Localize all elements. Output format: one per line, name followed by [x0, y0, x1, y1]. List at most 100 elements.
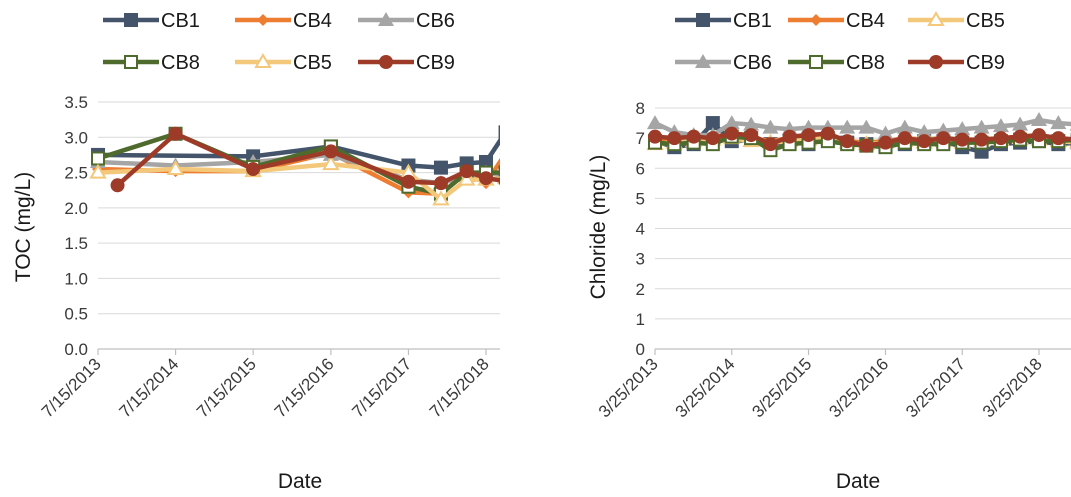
legend-item-cb9: CB9 [908, 52, 1005, 74]
legend-label: CB8 [846, 52, 885, 74]
data-point [686, 129, 701, 144]
data-point [936, 131, 951, 146]
legend-label: CB8 [161, 52, 200, 74]
legend-marker [695, 54, 711, 68]
data-point [498, 165, 500, 180]
legend-marker [124, 13, 138, 27]
x-tick-label: 7/15/2015 [193, 354, 260, 421]
data-point [322, 155, 340, 171]
data-point [648, 129, 662, 144]
legend-item-cb1: CB1 [103, 10, 200, 32]
data-point [1012, 116, 1029, 131]
data-point [705, 131, 720, 146]
series-group [646, 112, 1071, 159]
data-point [724, 126, 739, 141]
series-cb6 [647, 112, 1071, 142]
legend-label: CB1 [733, 10, 772, 32]
data-point [647, 115, 663, 130]
chart-toc: 0.00.51.01.52.02.53.03.57/15/2013 7/15/20… [12, 10, 500, 493]
legend-item-cb6: CB6 [358, 10, 455, 32]
data-point [954, 121, 971, 136]
data-point [917, 134, 932, 149]
y-tick-label: 1 [636, 310, 645, 329]
x-tick-label: 3/25/2016 [825, 354, 892, 421]
data-point [323, 144, 338, 159]
data-point [744, 128, 759, 143]
data-point [1032, 128, 1046, 143]
legend-marker [927, 11, 945, 26]
y-tick-label: 0.5 [64, 305, 88, 324]
data-point [859, 138, 874, 153]
data-point [168, 126, 183, 141]
x-tick-label: 7/15/2017 [348, 354, 415, 421]
legend-label: CB5 [293, 52, 332, 74]
data-point [705, 116, 720, 131]
x-tick-label: 7/15/2018 [426, 354, 493, 421]
data-point [433, 176, 448, 191]
x-tick-label: 3/25/2014 [672, 354, 739, 421]
legend-label: CB4 [293, 10, 332, 32]
legend-marker [379, 55, 393, 69]
legend-marker [809, 55, 823, 69]
y-tick-label: 5 [636, 189, 645, 208]
legend-item-cb9: CB9 [358, 52, 455, 74]
legend-label: CB5 [966, 10, 1005, 32]
y-tick-label: 4 [636, 220, 645, 239]
series-group [89, 125, 500, 206]
x-tick-label: 7/15/2016 [271, 354, 338, 421]
data-point [401, 174, 416, 189]
data-point [1050, 115, 1067, 130]
legend-marker [378, 12, 394, 26]
data-point [723, 115, 740, 130]
data-point [457, 170, 476, 186]
y-tick-label: 3 [636, 250, 645, 269]
y-tick-label: 2.5 [64, 164, 88, 183]
y-tick-label: 1.0 [64, 269, 88, 288]
data-point [763, 137, 778, 152]
data-point [89, 163, 107, 179]
data-point [801, 128, 816, 143]
data-point [992, 118, 1009, 133]
data-point [993, 131, 1008, 146]
x-tick-label: 3/25/2017 [902, 354, 969, 421]
legend-marker [257, 14, 269, 26]
legend-item-cb6: CB6 [675, 52, 772, 74]
data-point [743, 116, 760, 131]
x-tick-label: 3/25/2013 [595, 354, 662, 421]
data-point [973, 119, 990, 134]
data-point [498, 125, 500, 140]
y-axis-title: TOC (mg/L) [12, 172, 35, 282]
data-point [974, 132, 989, 147]
legend-label: CB9 [966, 52, 1005, 74]
data-point [916, 124, 933, 139]
data-point [479, 171, 493, 186]
legend-item-cb1: CB1 [675, 10, 772, 32]
legend-item-cb5: CB5 [235, 52, 332, 74]
legend-label: CB4 [846, 10, 885, 32]
y-tick-label: 8 [636, 99, 645, 118]
data-point [496, 178, 500, 185]
y-tick-label: 0 [636, 340, 645, 359]
data-point [762, 119, 779, 134]
x-tick-label: 3/25/2015 [748, 354, 815, 421]
data-point [839, 119, 856, 134]
x-tick-label: 3/25/2018 [979, 354, 1046, 421]
y-tick-label: 0.0 [64, 340, 88, 359]
y-tick-label: 2 [636, 280, 645, 299]
data-point [498, 176, 500, 186]
legend-item-cb4: CB4 [788, 10, 885, 32]
data-point [1031, 112, 1047, 127]
data-point [1013, 129, 1028, 144]
legend-item-cb8: CB8 [103, 52, 200, 74]
y-tick-label: 1.5 [64, 234, 88, 253]
data-point [433, 160, 448, 175]
legend-label: CB6 [416, 10, 455, 32]
data-point [782, 129, 797, 144]
data-point [820, 126, 835, 141]
series-cb9 [110, 126, 500, 193]
legend-label: CB6 [733, 52, 772, 74]
legend-marker [696, 13, 710, 27]
legend-item-cb5: CB5 [908, 10, 1005, 32]
